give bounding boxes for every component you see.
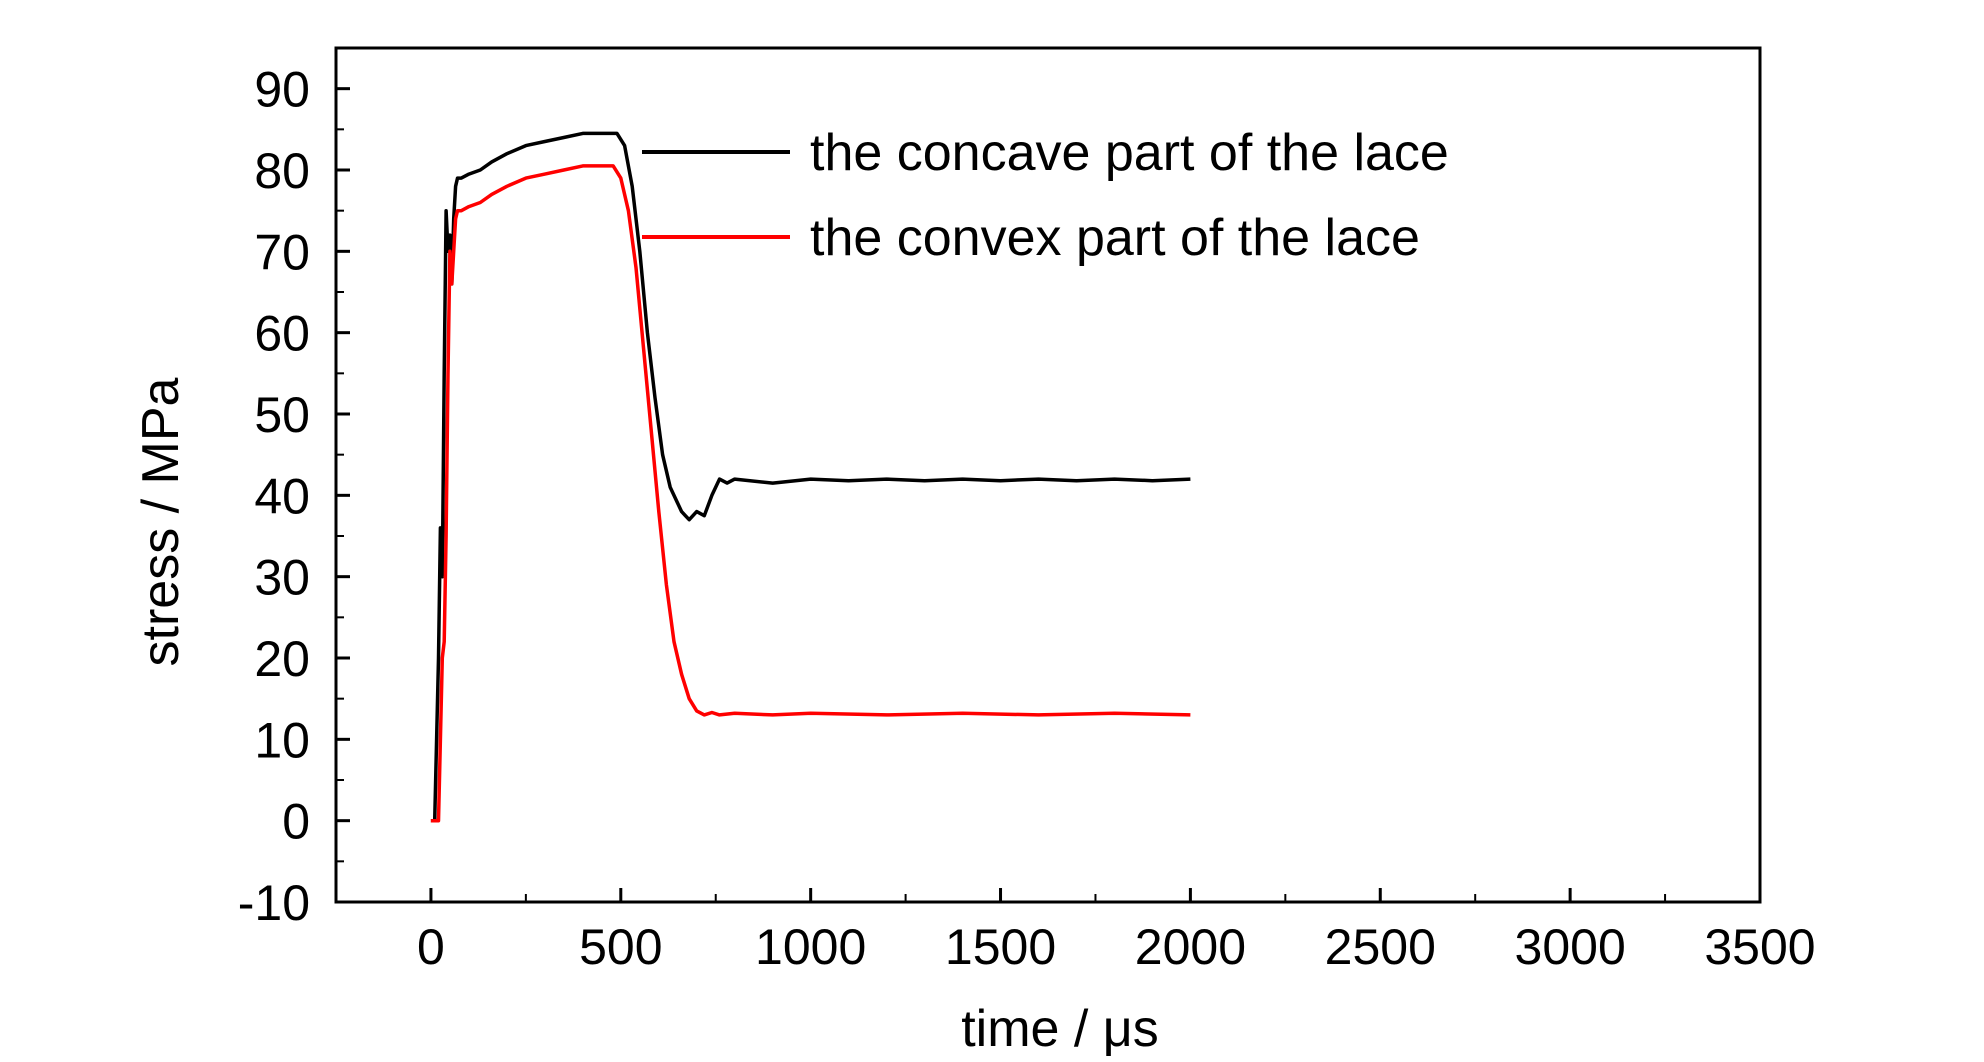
x-tick-label-0: 0 [417,919,445,975]
y-tick-label--10: -10 [238,875,310,931]
y-tick-label-10: 10 [254,712,310,768]
legend-label-convex: the convex part of the lace [810,209,1420,267]
y-axis-label: stress / MPa [132,377,190,666]
x-tick-label-2000: 2000 [1135,919,1246,975]
series-layer [430,131,1191,823]
y-tick-label-50: 50 [254,387,310,443]
x-tick-label-1500: 1500 [945,919,1056,975]
x-tick-label-3000: 3000 [1515,919,1626,975]
legend: the concave part of the lace the convex p… [642,124,1449,267]
y-axis-ticks: -10 0 10 20 30 40 50 60 70 80 90 [238,62,350,931]
series-line-convex [430,164,1191,823]
y-tick-label-90: 90 [254,62,310,118]
y-tick-label-70: 70 [254,224,310,280]
x-tick-label-1000: 1000 [755,919,866,975]
x-axis-label: time / μs [961,1000,1159,1058]
x-tick-label-2500: 2500 [1325,919,1436,975]
y-tick-label-60: 60 [254,306,310,362]
y-tick-label-40: 40 [254,468,310,524]
x-tick-label-500: 500 [579,919,662,975]
legend-label-concave: the concave part of the lace [810,124,1449,182]
plot-frame [334,46,1762,904]
x-tick-label-3500: 3500 [1704,919,1815,975]
x-axis-ticks: 0 500 1000 1500 2000 2500 3000 3500 [417,888,1816,975]
y-tick-label-0: 0 [282,794,310,850]
y-tick-label-20: 20 [254,631,310,687]
y-tick-label-80: 80 [254,143,310,199]
y-tick-label-30: 30 [254,550,310,606]
